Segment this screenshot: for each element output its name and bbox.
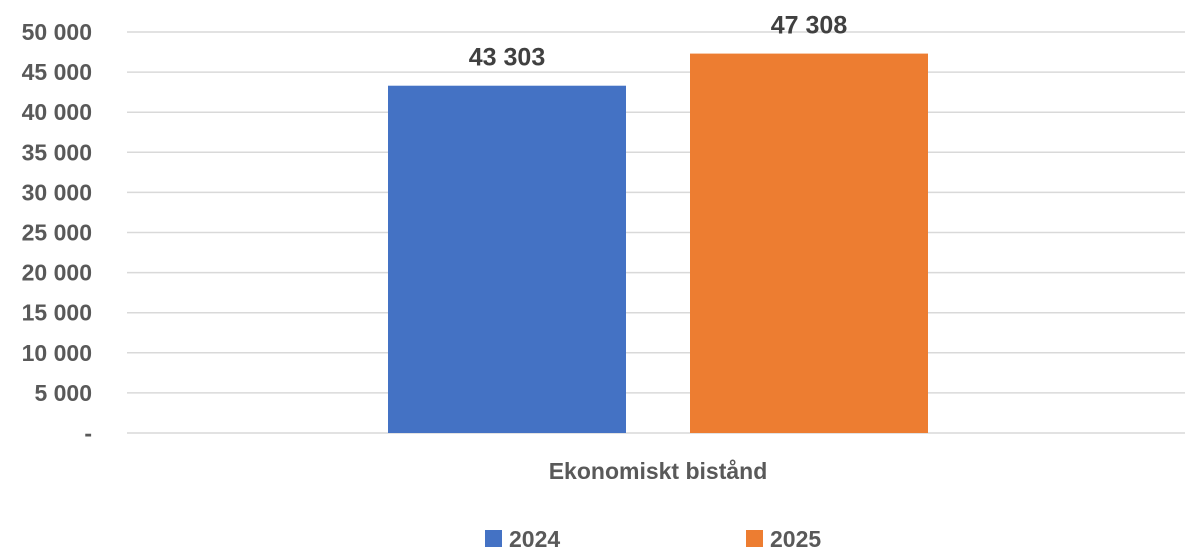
y-axis-ticks: - 5 000 10 000 15 000 20 000 25 000 30 000 35 0…	[22, 19, 92, 446]
bar-2024	[388, 85, 626, 434]
y-tick-label: 45 000	[22, 59, 92, 85]
data-label-2024: 43 303	[469, 44, 545, 72]
y-tick-label: 15 000	[22, 300, 92, 326]
data-labels: 43 303 47 308	[469, 12, 848, 72]
legend-label-2025: 2025	[770, 526, 821, 551]
legend-swatch-2025	[746, 530, 763, 547]
y-tick-label: 20 000	[22, 260, 92, 286]
bars	[388, 53, 928, 434]
category-label: Ekonomiskt bistånd	[549, 458, 768, 484]
legend-label-2024: 2024	[509, 526, 560, 551]
y-tick-label: 30 000	[22, 179, 92, 205]
y-tick-label: 50 000	[22, 19, 92, 45]
x-axis-categories: Ekonomiskt bistånd	[549, 458, 768, 484]
y-tick-label: 10 000	[22, 340, 92, 366]
legend: 2024 2025	[485, 526, 821, 552]
y-tick-label: 5 000	[34, 380, 92, 406]
y-tick-label: -	[84, 420, 92, 446]
bar-2025	[690, 53, 928, 433]
data-label-2025: 47 308	[771, 12, 848, 40]
gridlines	[127, 31, 1185, 434]
y-tick-label: 40 000	[22, 99, 92, 125]
y-tick-label: 25 000	[22, 220, 92, 246]
y-tick-label: 35 000	[22, 139, 92, 165]
legend-swatch-2024	[485, 530, 502, 547]
